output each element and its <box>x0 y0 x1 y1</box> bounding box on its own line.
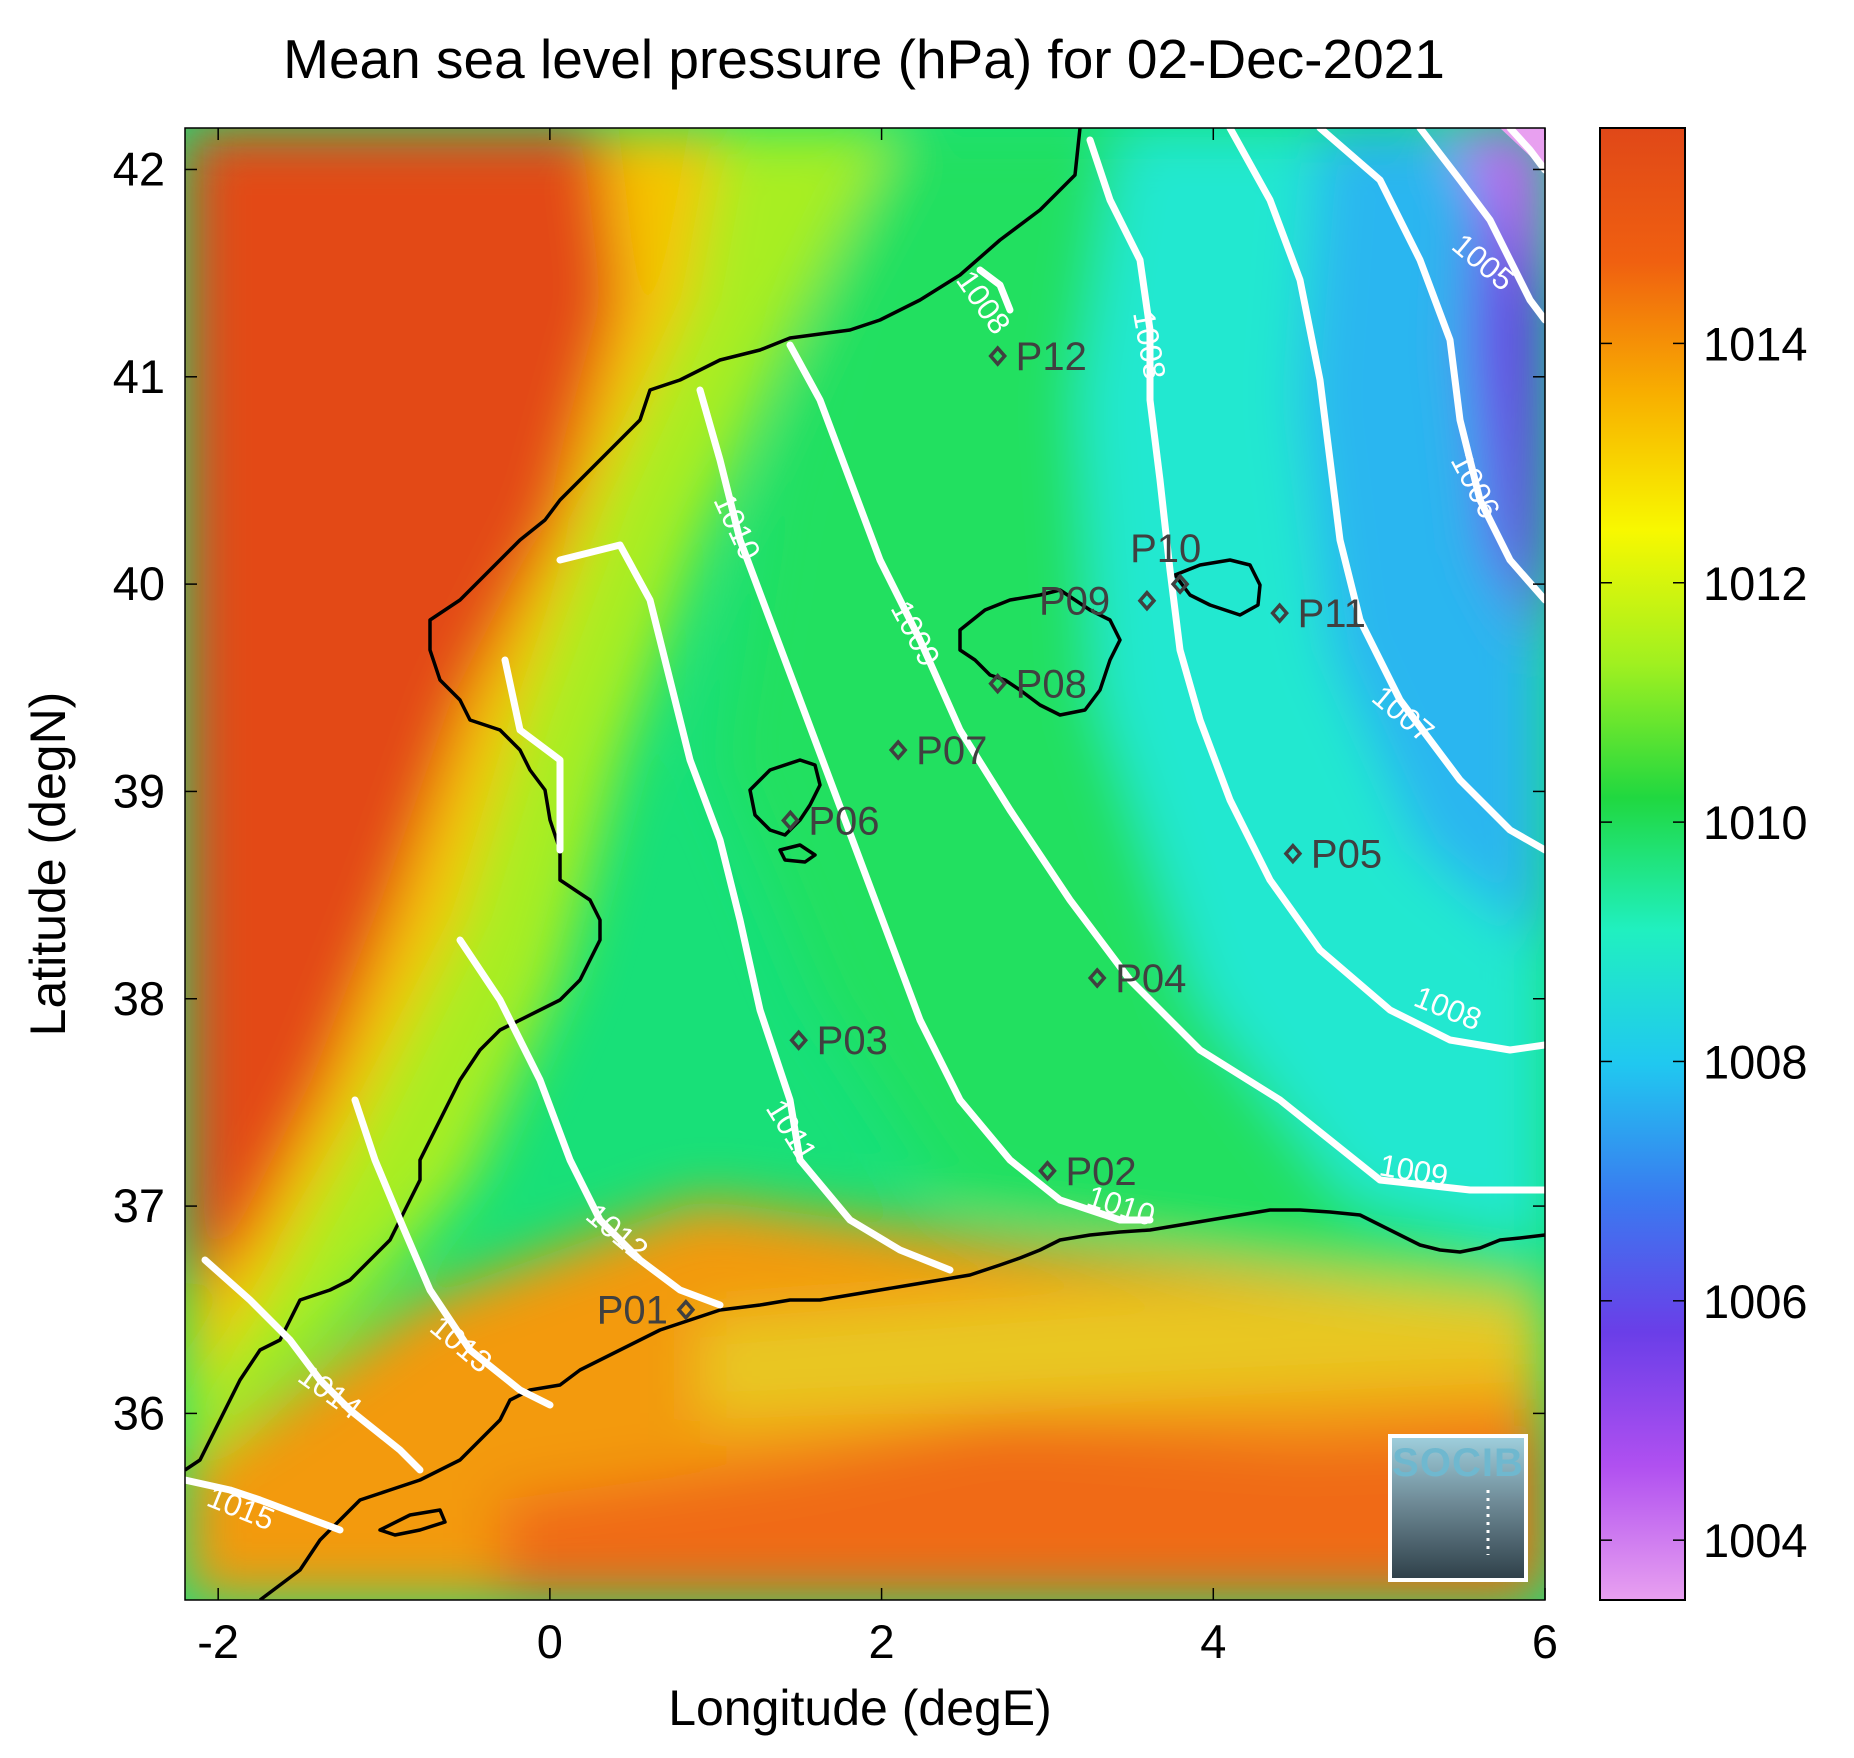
colorbar: 1004 1006 1008 1010 1012 1014 <box>1599 127 1808 1601</box>
contour-1009 <box>786 341 1545 1194</box>
station-p06: P06 <box>781 799 880 843</box>
contour-1010 <box>696 386 1154 1224</box>
colorbar-ticks: 1004 1006 1008 1010 1012 1014 <box>1600 317 1808 1567</box>
station-label: P10 <box>1130 527 1201 571</box>
y-axis-label: Latitude (degN) <box>20 692 76 1037</box>
station-label: P02 <box>1065 1150 1136 1194</box>
y-tick-label: 38 <box>113 972 165 1025</box>
station-marker-icon <box>988 345 1008 367</box>
station-label: P07 <box>916 729 987 773</box>
y-tick-label: 36 <box>113 1386 165 1439</box>
x-tick-label: 0 <box>537 1615 563 1668</box>
station-label: P05 <box>1311 833 1382 877</box>
chart-title: Mean sea level pressure (hPa) for 02-Dec… <box>283 28 1445 90</box>
iberian-coast <box>185 128 1082 1472</box>
x-tick-label: 4 <box>1200 1615 1226 1668</box>
contour-1012 <box>456 936 724 1309</box>
y-tick-label: 40 <box>113 557 165 610</box>
colorbar-tick-label: 1006 <box>1703 1275 1808 1328</box>
station-p11: P11 <box>1270 592 1366 636</box>
y-axis: 36 37 38 39 40 41 42 <box>113 142 1545 1439</box>
colorbar-tick-label: 1014 <box>1703 317 1808 370</box>
station-marker-icon <box>1038 1160 1057 1182</box>
station-p09: P09 <box>1039 580 1157 624</box>
contour-1005 <box>1416 128 1545 324</box>
x-tick-label: 2 <box>869 1615 895 1668</box>
station-marker-icon <box>1270 602 1289 624</box>
station-marker-icon <box>1137 590 1157 612</box>
station-label: P03 <box>817 1019 888 1063</box>
station-markers: P01 P02 P03 P04 P05 P06 P07 P08 P09 P10 P11 P12 <box>597 335 1382 1333</box>
station-label: P09 <box>1039 580 1110 624</box>
y-tick-label: 39 <box>113 764 165 817</box>
station-marker-icon <box>789 1029 808 1051</box>
x-axis: -2 0 2 4 6 <box>197 128 1558 1668</box>
contour-1006 <box>1316 128 1545 604</box>
station-marker-icon <box>676 1299 696 1321</box>
station-label: P04 <box>1115 957 1186 1001</box>
x-tick-label: 6 <box>1532 1615 1558 1668</box>
station-p01: P01 <box>597 1289 696 1333</box>
contour-1007 <box>1226 128 1545 854</box>
contour-1008 <box>1086 136 1545 1054</box>
logo-text: SOCIB <box>1392 1441 1524 1485</box>
colorbar-tick-label: 1012 <box>1703 557 1808 610</box>
station-p12: P12 <box>988 335 1087 379</box>
station-marker-icon <box>888 739 908 761</box>
x-tick-label: -2 <box>197 1615 239 1668</box>
station-label: P06 <box>808 799 879 843</box>
station-label: P11 <box>1298 592 1366 636</box>
station-marker-icon <box>1283 842 1303 865</box>
station-p03: P03 <box>789 1019 888 1063</box>
mallorca-island <box>958 588 1122 717</box>
station-p04: P04 <box>1087 957 1186 1001</box>
contour-1008-north <box>976 266 1014 314</box>
y-tick-label: 37 <box>113 1179 165 1232</box>
station-marker-icon <box>988 672 1008 695</box>
african-coast <box>258 1208 1545 1600</box>
coastline <box>185 128 1545 1600</box>
ibiza-island <box>748 758 822 837</box>
station-p08: P08 <box>988 663 1087 707</box>
y-tick-label: 41 <box>113 350 165 403</box>
contour-1013 <box>351 1096 554 1409</box>
colorbar-scale <box>1599 127 1686 1601</box>
socib-logo: SOCIB <box>1388 1434 1528 1582</box>
station-marker-icon <box>1170 573 1190 595</box>
colorbar-tick-label: 1004 <box>1703 1514 1808 1567</box>
plot-frame <box>184 127 1546 1601</box>
colorbar-tick-label: 1010 <box>1703 796 1808 849</box>
station-marker-icon <box>781 809 800 832</box>
contour-1004 <box>1506 128 1545 174</box>
contour-lines <box>185 128 1545 1534</box>
alboran-island <box>378 1508 447 1537</box>
contour-1015 <box>185 1476 344 1534</box>
y-tick-label: 42 <box>113 142 165 195</box>
station-p02: P02 <box>1038 1150 1137 1194</box>
x-axis-label: Longitude (degE) <box>668 1680 1052 1736</box>
station-p10: P10 <box>1130 527 1201 595</box>
station-label: P12 <box>1016 335 1087 379</box>
station-label: P08 <box>1016 663 1087 707</box>
station-p07: P07 <box>888 729 987 773</box>
menorca-island <box>1173 558 1262 617</box>
station-marker-icon <box>1087 967 1107 989</box>
station-p05: P05 <box>1283 833 1382 877</box>
contour-1012b <box>501 656 564 854</box>
contour-1014 <box>201 1256 424 1474</box>
colorbar-tick-label: 1008 <box>1703 1035 1808 1088</box>
contour-1011 <box>556 541 954 1274</box>
station-label: P01 <box>597 1289 668 1333</box>
formentera-island <box>778 843 817 864</box>
